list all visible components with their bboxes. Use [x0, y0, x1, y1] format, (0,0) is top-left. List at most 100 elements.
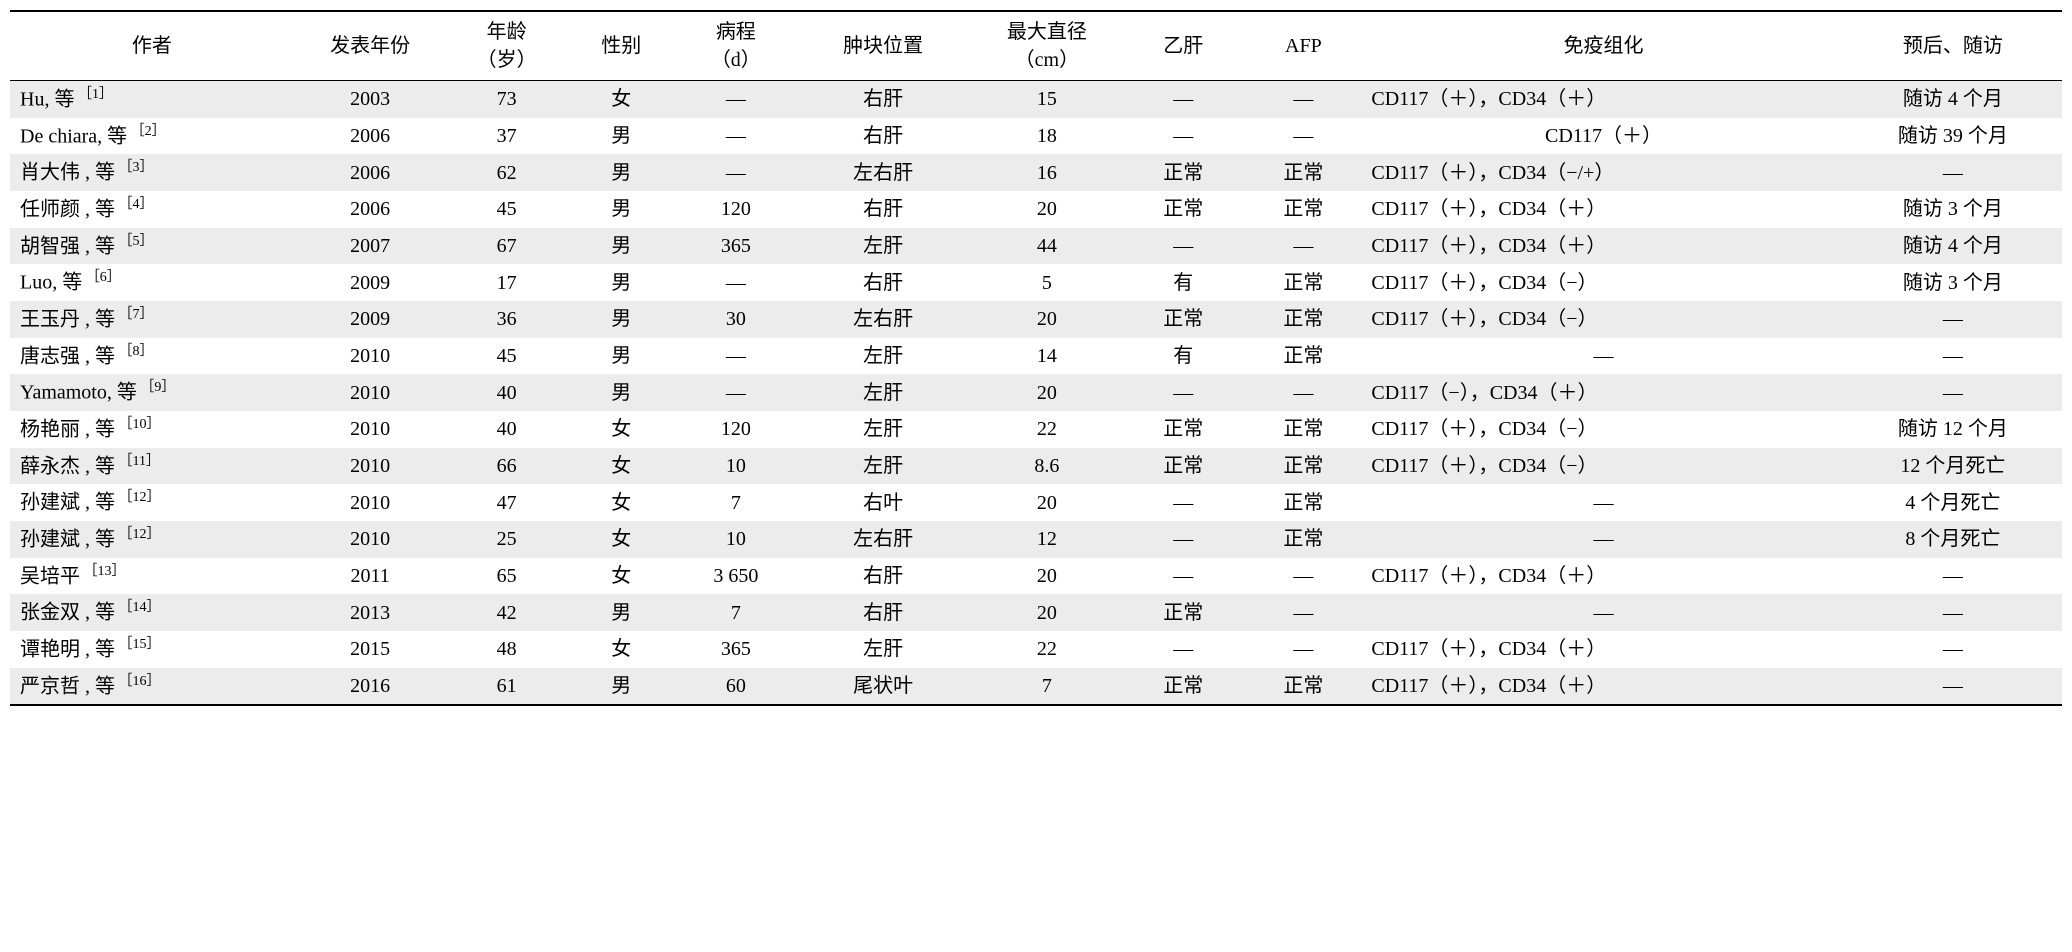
- cell-sex: 男: [567, 264, 676, 301]
- cell-diameter: 22: [970, 631, 1123, 668]
- cell-sex: 男: [567, 338, 676, 375]
- cell-location: 左右肝: [796, 521, 971, 558]
- cell-sex: 女: [567, 448, 676, 485]
- cell-immuno: CD117（−），CD34（＋）: [1363, 374, 1843, 411]
- cell-hbv: 有: [1123, 264, 1243, 301]
- cell-afp: 正常: [1243, 448, 1363, 485]
- author-ref: ［1］: [74, 87, 113, 102]
- cell-immuno: CD117（＋），CD34（＋）: [1363, 558, 1843, 595]
- cell-followup: 12 个月死亡: [1844, 448, 2062, 485]
- cell-location: 右肝: [796, 264, 971, 301]
- cell-hbv: —: [1123, 374, 1243, 411]
- cell-course: —: [676, 338, 796, 375]
- cell-location: 右叶: [796, 484, 971, 521]
- cell-immuno: CD117（＋）: [1363, 118, 1843, 155]
- table-row: 谭艳明 , 等 ［15］201548女365左肝22——CD117（＋），CD3…: [10, 631, 2062, 668]
- cell-hbv: —: [1123, 228, 1243, 265]
- cell-immuno: CD117（＋），CD34（−）: [1363, 301, 1843, 338]
- author-ref: ［10］: [115, 417, 161, 432]
- cell-followup: 随访 12 个月: [1844, 411, 2062, 448]
- author-ref: ［14］: [115, 600, 161, 615]
- table-row: 孙建斌 , 等 ［12］201047女7右叶20—正常—4 个月死亡: [10, 484, 2062, 521]
- cell-location: 左肝: [796, 631, 971, 668]
- cell-author: 肖大伟 , 等 ［3］: [10, 154, 294, 191]
- table-row: 严京哲 , 等 ［16］201661男60尾状叶7正常正常CD117（＋），CD…: [10, 668, 2062, 706]
- cell-immuno: CD117（＋），CD34（−）: [1363, 411, 1843, 448]
- cell-sex: 男: [567, 374, 676, 411]
- author-name: 胡智强 , 等: [20, 235, 115, 257]
- cell-followup: —: [1844, 338, 2062, 375]
- author-name: De chiara, 等: [20, 125, 127, 147]
- cell-course: 120: [676, 191, 796, 228]
- cell-diameter: 7: [970, 668, 1123, 706]
- cell-followup: 随访 4 个月: [1844, 228, 2062, 265]
- cell-age: 47: [447, 484, 567, 521]
- cell-location: 左右肝: [796, 154, 971, 191]
- cell-afp: 正常: [1243, 191, 1363, 228]
- cell-course: —: [676, 374, 796, 411]
- author-name: Hu, 等: [20, 89, 74, 111]
- cell-location: 左肝: [796, 338, 971, 375]
- header-sex: 性别: [567, 11, 676, 81]
- table-header: 作者 发表年份 年龄（岁） 性别 病程（d） 肿块位置 最大直径（cm） 乙肝 …: [10, 11, 2062, 81]
- cell-sex: 女: [567, 631, 676, 668]
- author-ref: ［6］: [82, 270, 121, 285]
- cell-afp: —: [1243, 81, 1363, 118]
- header-year: 发表年份: [294, 11, 447, 81]
- cell-diameter: 8.6: [970, 448, 1123, 485]
- cell-location: 左肝: [796, 228, 971, 265]
- cell-age: 17: [447, 264, 567, 301]
- cell-afp: —: [1243, 631, 1363, 668]
- cell-course: —: [676, 118, 796, 155]
- cell-author: 吴培平 ［13］: [10, 558, 294, 595]
- cell-course: 7: [676, 594, 796, 631]
- cell-age: 40: [447, 411, 567, 448]
- cell-immuno: CD117（＋），CD34（−）: [1363, 264, 1843, 301]
- cell-immuno: —: [1363, 338, 1843, 375]
- header-immuno: 免疫组化: [1363, 11, 1843, 81]
- cell-year: 2010: [294, 448, 447, 485]
- cell-age: 37: [447, 118, 567, 155]
- cell-course: 365: [676, 228, 796, 265]
- cell-location: 尾状叶: [796, 668, 971, 706]
- table-row: 任师颜 , 等 ［4］200645男120右肝20正常正常CD117（＋），CD…: [10, 191, 2062, 228]
- cell-sex: 女: [567, 81, 676, 118]
- table-header-row: 作者 发表年份 年龄（岁） 性别 病程（d） 肿块位置 最大直径（cm） 乙肝 …: [10, 11, 2062, 81]
- cell-hbv: 正常: [1123, 154, 1243, 191]
- cell-hbv: —: [1123, 118, 1243, 155]
- author-name: 杨艳丽 , 等: [20, 419, 115, 441]
- cell-location: 右肝: [796, 594, 971, 631]
- author-name: 孙建斌 , 等: [20, 529, 115, 551]
- header-location: 肿块位置: [796, 11, 971, 81]
- cell-followup: —: [1844, 374, 2062, 411]
- author-name: 孙建斌 , 等: [20, 492, 115, 514]
- author-ref: ［12］: [115, 490, 161, 505]
- cell-immuno: —: [1363, 484, 1843, 521]
- cell-diameter: 20: [970, 301, 1123, 338]
- cell-age: 67: [447, 228, 567, 265]
- cell-author: Yamamoto, 等 ［9］: [10, 374, 294, 411]
- cell-age: 25: [447, 521, 567, 558]
- cell-location: 右肝: [796, 81, 971, 118]
- cell-hbv: 正常: [1123, 191, 1243, 228]
- cell-course: 10: [676, 448, 796, 485]
- cell-author: 唐志强 , 等 ［8］: [10, 338, 294, 375]
- cell-followup: 随访 39 个月: [1844, 118, 2062, 155]
- cell-followup: 随访 3 个月: [1844, 191, 2062, 228]
- cell-age: 62: [447, 154, 567, 191]
- cell-year: 2003: [294, 81, 447, 118]
- literature-review-table: 作者 发表年份 年龄（岁） 性别 病程（d） 肿块位置 最大直径（cm） 乙肝 …: [10, 10, 2062, 706]
- table-row: 王玉丹 , 等 ［7］200936男30左右肝20正常正常CD117（＋），CD…: [10, 301, 2062, 338]
- cell-age: 45: [447, 338, 567, 375]
- cell-year: 2010: [294, 338, 447, 375]
- cell-location: 左肝: [796, 411, 971, 448]
- cell-immuno: CD117（＋），CD34（−）: [1363, 448, 1843, 485]
- table-row: Hu, 等 ［1］200373女—右肝15——CD117（＋），CD34（＋）随…: [10, 81, 2062, 118]
- table-body: Hu, 等 ［1］200373女—右肝15——CD117（＋），CD34（＋）随…: [10, 81, 2062, 706]
- cell-year: 2015: [294, 631, 447, 668]
- author-ref: ［9］: [137, 380, 176, 395]
- cell-afp: 正常: [1243, 264, 1363, 301]
- cell-year: 2010: [294, 484, 447, 521]
- cell-course: 3 650: [676, 558, 796, 595]
- cell-diameter: 16: [970, 154, 1123, 191]
